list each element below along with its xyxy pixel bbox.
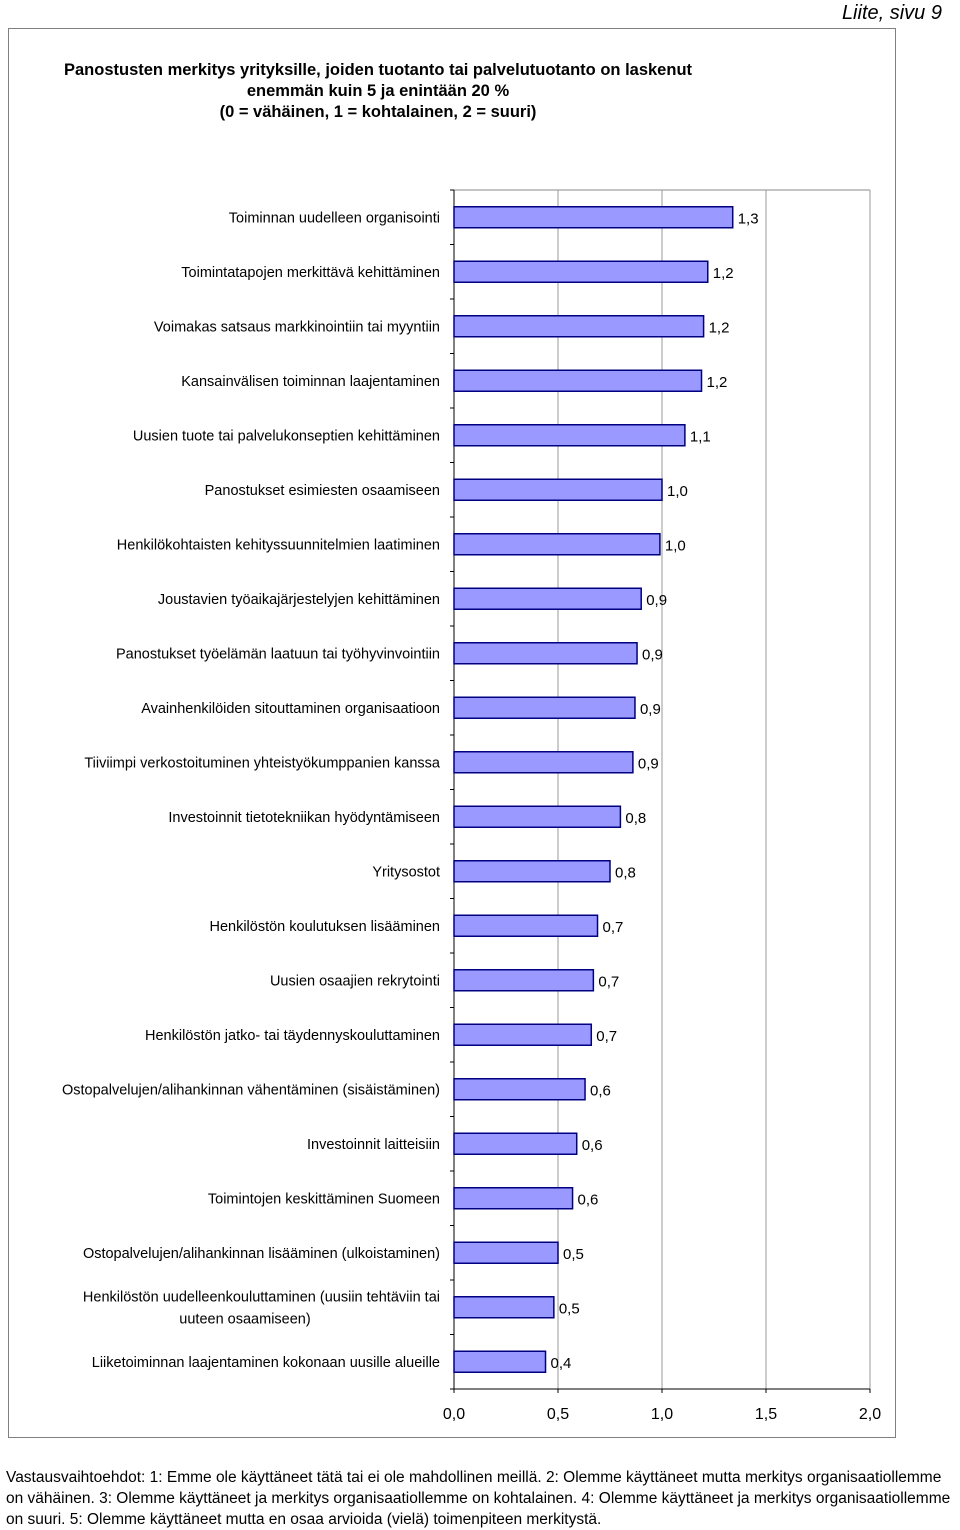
value-label-16: 0,6	[590, 1082, 611, 1099]
bar-9	[453, 696, 636, 719]
category-label-4: Uusien tuote tai palvelukonseptien kehit…	[133, 428, 440, 444]
category-label-19: Ostopalvelujen/alihankinnan lisääminen (…	[83, 1246, 440, 1262]
bar-11	[453, 805, 622, 828]
x-tick-label-4: 2,0	[859, 1406, 881, 1423]
value-label-13: 0,7	[603, 919, 624, 936]
bar-10	[453, 751, 634, 774]
category-label-13: Henkilöstön koulutuksen lisääminen	[209, 919, 440, 935]
category-label-16: Ostopalvelujen/alihankinnan vähentäminen…	[62, 1082, 440, 1098]
x-tick-label-0: 0,0	[443, 1406, 465, 1423]
bar-13	[453, 914, 599, 937]
category-label-14: Uusien osaajien rekrytointi	[270, 973, 440, 989]
bar-2	[453, 315, 705, 338]
x-tick-label-1: 0,5	[547, 1406, 569, 1423]
bar-7	[453, 587, 642, 610]
value-label-6: 1,0	[665, 537, 686, 554]
value-label-17: 0,6	[582, 1137, 603, 1154]
category-label-21: Liiketoiminnan laajentaminen kokonaan uu…	[92, 1355, 440, 1371]
category-label-5: Panostukset esimiesten osaamiseen	[205, 483, 440, 499]
category-label-20-line-2: uuteen osaamiseen)	[179, 1311, 310, 1327]
category-label-15: Henkilöstön jatko- tai täydennyskoulutta…	[145, 1028, 440, 1044]
category-label-12: Yritysostot	[372, 864, 440, 880]
x-tick-label-2: 1,0	[651, 1406, 673, 1423]
category-label-2: Voimakas satsaus markkinointiin tai myyn…	[154, 319, 440, 335]
chart-title: Panostusten merkitys yrityksille, joiden…	[8, 60, 748, 123]
category-label-10: Tiiviimpi verkostoituminen yhteistyökump…	[84, 755, 441, 771]
category-label-7: Joustavien työaikajärjestelyjen kehittäm…	[158, 592, 440, 608]
category-label-20-line-1: Henkilöstön uudelleenkouluttaminen (uusi…	[83, 1289, 440, 1305]
value-label-8: 0,9	[642, 646, 663, 663]
value-label-18: 0,6	[578, 1191, 599, 1208]
category-label-18: Toimintojen keskittäminen Suomeen	[208, 1191, 440, 1207]
value-label-1: 1,2	[713, 265, 734, 282]
category-label-3: Kansainvälisen toiminnan laajentaminen	[181, 374, 440, 390]
value-label-19: 0,5	[563, 1246, 584, 1263]
category-label-8: Panostukset työelämän laatuun tai työhyv…	[116, 646, 440, 662]
value-label-4: 1,1	[690, 428, 711, 445]
bar-1	[453, 260, 709, 283]
value-label-12: 0,8	[615, 864, 636, 881]
footer-note: Vastausvaihtoehdot: 1: Emme ole käyttäne…	[6, 1469, 951, 1528]
value-label-9: 0,9	[640, 701, 661, 718]
category-label-9: Avainhenkilöiden sitouttaminen organisaa…	[141, 701, 440, 717]
page-label: Liite, sivu 9	[841, 2, 942, 24]
value-label-15: 0,7	[596, 1028, 617, 1045]
value-label-10: 0,9	[638, 755, 659, 772]
bar-18	[453, 1187, 574, 1210]
bar-6	[453, 533, 661, 556]
chart-title-line-3: (0 = vähäinen, 1 = kohtalainen, 2 = suur…	[219, 103, 537, 121]
value-label-7: 0,9	[646, 592, 667, 609]
x-tick-label-3: 1,5	[755, 1406, 777, 1423]
value-label-14: 0,7	[598, 973, 619, 990]
category-label-0: Toiminnan uudelleen organisointi	[229, 210, 440, 226]
category-label-17: Investoinnit laitteisiin	[307, 1137, 440, 1153]
bar-4	[453, 424, 686, 447]
value-label-0: 1,3	[738, 210, 759, 227]
bar-5	[453, 478, 663, 501]
bar-21	[453, 1350, 547, 1373]
bar-0	[453, 206, 734, 229]
value-label-20: 0,5	[559, 1300, 580, 1317]
bar-14	[453, 969, 595, 992]
value-label-5: 1,0	[667, 483, 688, 500]
bar-3	[453, 369, 703, 392]
category-label-11: Investoinnit tietotekniikan hyödyntämise…	[168, 810, 440, 826]
chart-frame	[8, 28, 896, 1438]
category-label-1: Toimintatapojen merkittävä kehittäminen	[181, 265, 440, 281]
bar-8	[453, 642, 638, 665]
bar-16	[453, 1078, 586, 1101]
bar-15	[453, 1023, 593, 1046]
value-label-21: 0,4	[551, 1355, 572, 1372]
bar-chart: 0,0 0,5 1,0 1,5 2,0 1,3 Toiminnan uudelleen or…	[62, 189, 881, 1423]
category-label-6: Henkilökohtaisten kehityssuunnitelmien l…	[117, 537, 440, 553]
value-label-11: 0,8	[625, 810, 646, 827]
bar-20	[453, 1296, 555, 1319]
value-label-2: 1,2	[709, 319, 730, 336]
bar-17	[453, 1132, 578, 1155]
chart-title-line-2: enemmän kuin 5 ja enintään 20 %	[246, 82, 510, 100]
value-label-3: 1,2	[707, 374, 728, 391]
chart-title-line-1: Panostusten merkitys yrityksille, joiden…	[63, 61, 693, 79]
bar-12	[453, 860, 611, 883]
bar-19	[453, 1241, 559, 1264]
